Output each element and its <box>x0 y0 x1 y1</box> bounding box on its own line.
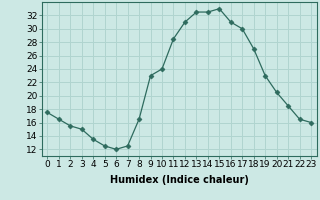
X-axis label: Humidex (Indice chaleur): Humidex (Indice chaleur) <box>110 175 249 185</box>
